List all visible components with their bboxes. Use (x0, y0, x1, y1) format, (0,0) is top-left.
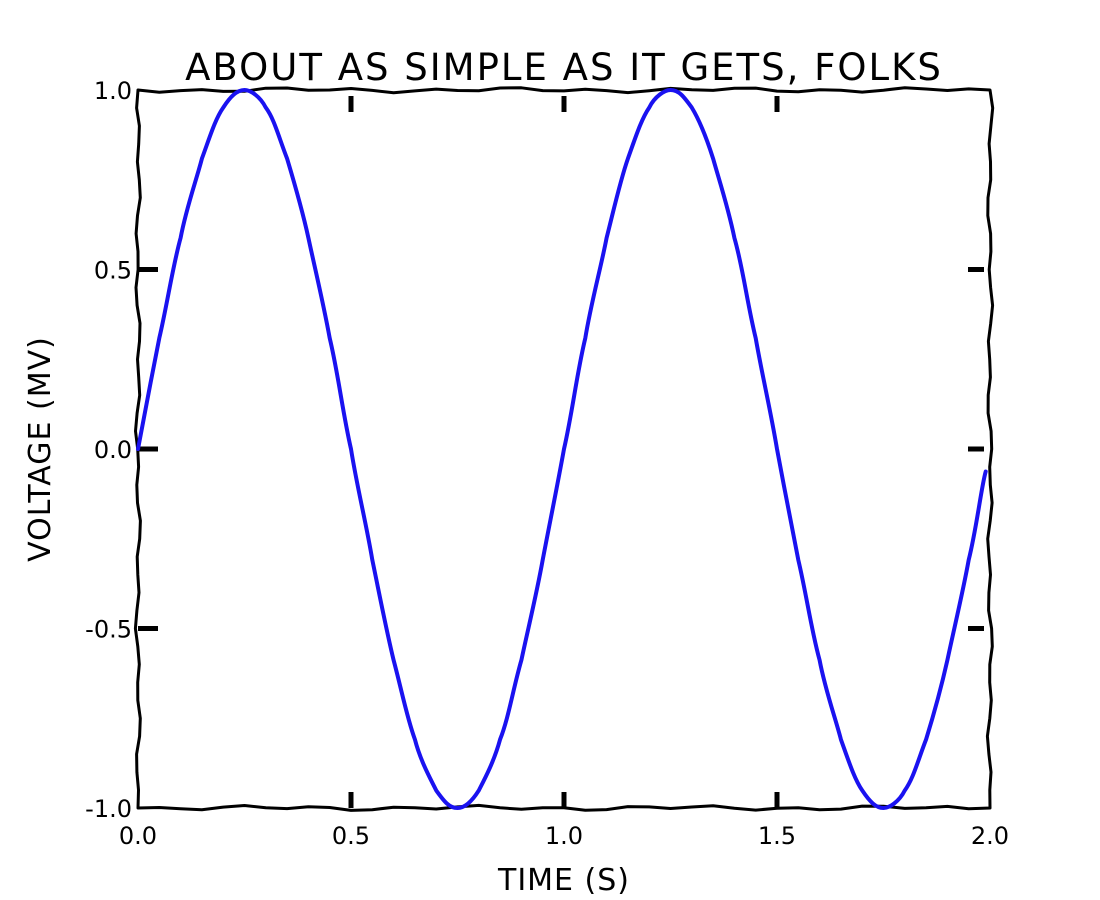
x-tick-label: 0.5 (332, 822, 370, 850)
x-tick-label: 1.5 (758, 822, 796, 850)
x-tick-label: 2.0 (971, 822, 1009, 850)
tick-labels: 0.0 0.5 1.0 1.5 2.0 -1.0 -0.5 0.0 0.5 1.0 (85, 77, 1009, 850)
series-line-voltage (136, 88, 988, 810)
y-axis-label: VOLTAGE (MV) (23, 336, 58, 562)
chart-title: ABOUT AS SIMPLE AS IT GETS, FOLKS (185, 46, 943, 89)
y-tick-label: 1.0 (94, 77, 132, 105)
plot-frame (133, 86, 995, 812)
y-tick-label: -1.0 (85, 795, 132, 823)
y-tick-label: -0.5 (85, 616, 132, 644)
x-tick-label: 0.0 (119, 822, 157, 850)
y-tick-label: 0.0 (94, 436, 132, 464)
y-tick-label: 0.5 (94, 257, 132, 285)
tick-marks (138, 96, 984, 808)
x-axis-label: TIME (S) (497, 863, 630, 898)
x-tick-label: 1.0 (545, 822, 583, 850)
